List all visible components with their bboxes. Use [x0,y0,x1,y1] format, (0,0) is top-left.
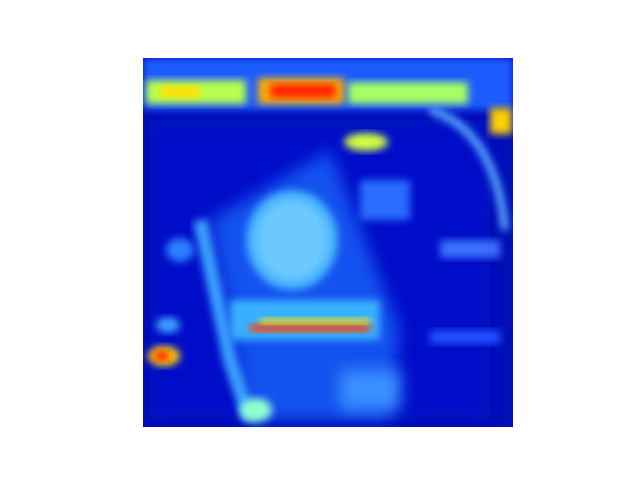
heatmap-image [143,58,513,427]
